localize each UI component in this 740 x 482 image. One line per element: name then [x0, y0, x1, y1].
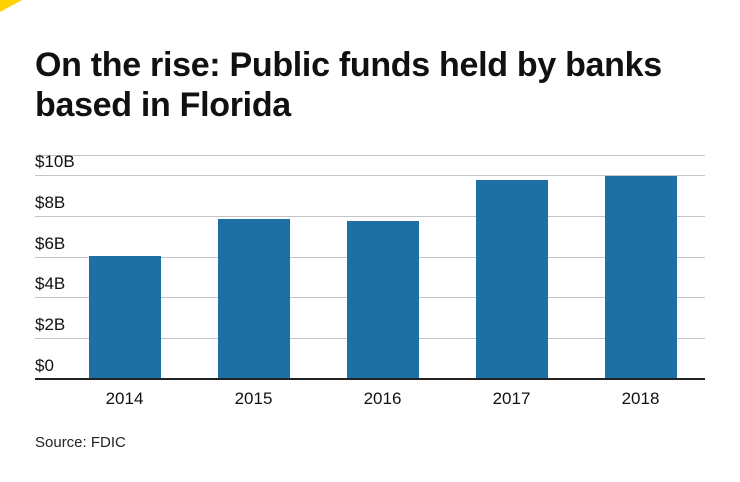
bar-2018 — [604, 176, 677, 380]
x-tick-label: 2018 — [621, 389, 660, 408]
x-axis-labels: 2014 2015 2016 2017 2018 — [60, 389, 705, 409]
y-tick-label: $2B — [35, 315, 66, 335]
bar-chart: $0 $2B $4B $6B $8B $10B 2014 2015 2016 2017 2018 — [35, 152, 705, 409]
x-tick-label: 2014 — [105, 389, 144, 408]
bar-2014 — [88, 255, 161, 380]
bar-2015 — [217, 218, 290, 380]
brand-accent-icon — [0, 0, 22, 12]
source-note: Source: FDIC — [35, 434, 126, 451]
x-tick-label: 2015 — [234, 389, 273, 408]
bar-slot — [576, 155, 705, 380]
y-tick-label: $8B — [35, 192, 66, 212]
chart-title: On the rise: Public funds held by banks … — [35, 45, 662, 124]
x-axis-line — [35, 378, 705, 380]
x-tick-label: 2017 — [492, 389, 531, 408]
bar-slot — [318, 155, 447, 380]
bars-row — [60, 155, 705, 380]
bar-2016 — [346, 220, 419, 380]
gridline — [35, 215, 705, 217]
y-tick-label: $4B — [35, 274, 66, 294]
plot-area: $0 $2B $4B $6B $8B $10B — [35, 152, 705, 380]
y-tick-label: $10B — [35, 152, 75, 171]
chart-top-border — [35, 155, 705, 156]
bar-slot — [189, 155, 318, 380]
bar-slot — [60, 155, 189, 380]
bar-slot — [447, 155, 576, 380]
y-tick-label: $6B — [35, 233, 66, 253]
bar-2017 — [475, 180, 548, 380]
y-tick-label: $0 — [35, 356, 54, 375]
gridline — [35, 175, 705, 176]
x-tick-label: 2016 — [363, 389, 402, 408]
